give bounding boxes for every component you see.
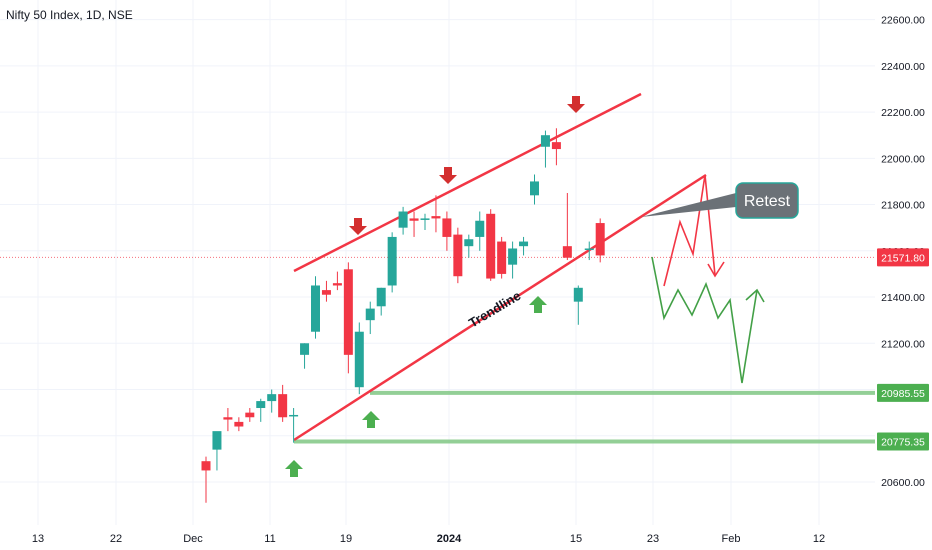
retest-callout-box bbox=[735, 182, 799, 219]
support-price-label-box bbox=[877, 383, 929, 402]
candle-body-up bbox=[365, 308, 375, 321]
candle-body-up bbox=[354, 331, 364, 388]
candle-body-up bbox=[376, 287, 386, 307]
time-tick-label: 12 bbox=[813, 533, 825, 545]
down-arrow-icon bbox=[439, 167, 457, 184]
candle-body-up bbox=[256, 401, 266, 409]
candle-body-up bbox=[267, 394, 277, 402]
up-arrow-icon bbox=[285, 460, 303, 477]
up-arrow-icon bbox=[362, 411, 380, 428]
price-tick-label: 20600.00 bbox=[881, 477, 925, 489]
candle-body-up bbox=[519, 241, 529, 247]
candle-body-up bbox=[540, 135, 550, 147]
time-tick-label: 15 bbox=[570, 533, 582, 545]
down-arrow-icon bbox=[567, 96, 585, 113]
candle-body-up bbox=[420, 218, 430, 220]
candle-body-up bbox=[573, 287, 583, 302]
price-axis[interactable]: 22600.00 22400.00 22200.00 22000.00 21800.00… bbox=[877, 15, 929, 489]
candle-body-up bbox=[387, 236, 397, 286]
down-arrow-icon bbox=[349, 218, 367, 235]
drawings-back bbox=[0, 92, 875, 444]
time-tick-label: 23 bbox=[647, 533, 659, 545]
candle-body-down bbox=[278, 394, 288, 418]
candle-body-up bbox=[508, 248, 518, 265]
candle-body-down bbox=[431, 216, 441, 219]
chart-title: Nifty 50 Index, 1D, NSE bbox=[6, 8, 133, 22]
candle-body-up bbox=[300, 343, 310, 355]
candle-body-up bbox=[475, 220, 485, 237]
support-price-label-box bbox=[877, 432, 929, 451]
projection-green-arrowhead bbox=[745, 288, 765, 303]
candle-body-up bbox=[212, 431, 222, 450]
candle-body-down bbox=[245, 412, 255, 418]
candle-body-up bbox=[311, 285, 320, 332]
candle-body-down bbox=[223, 417, 233, 420]
price-tick-label: 21400.00 bbox=[881, 292, 925, 304]
time-tick-label: Dec bbox=[183, 533, 203, 545]
candle-body-down bbox=[497, 241, 507, 274]
time-tick-label: Feb bbox=[722, 533, 741, 545]
retest-callout-pointer bbox=[641, 193, 736, 217]
candle-body-down bbox=[332, 283, 342, 286]
candle-body-down bbox=[409, 218, 419, 221]
candle-body-down bbox=[486, 213, 496, 279]
candle-body-up bbox=[530, 181, 539, 196]
projection-green-path bbox=[651, 256, 758, 384]
price-tick-label: 22600.00 bbox=[881, 15, 925, 27]
projection-red-arrowhead bbox=[707, 261, 725, 278]
price-tick-label: 22200.00 bbox=[881, 107, 925, 119]
candle-body-down bbox=[595, 223, 605, 256]
retest-callout-label: Retest bbox=[744, 193, 791, 210]
time-tick-label: 2024 bbox=[437, 533, 462, 545]
candle-body-down bbox=[234, 421, 244, 427]
support-price-label: 20985.55 bbox=[881, 388, 925, 400]
time-axis[interactable]: 13 22 Dec 11 19 2024 15 23 Feb 12 bbox=[32, 533, 825, 545]
candle-body-down bbox=[343, 269, 353, 355]
candle-body-down bbox=[201, 461, 211, 471]
candle-body-down bbox=[551, 142, 561, 150]
price-tick-label: 21200.00 bbox=[881, 338, 925, 350]
time-tick-label: 13 bbox=[32, 533, 44, 545]
time-tick-label: 11 bbox=[264, 533, 275, 545]
candle-body-up bbox=[398, 211, 408, 228]
candle-body-down bbox=[562, 246, 572, 258]
time-tick-label: 19 bbox=[340, 533, 352, 545]
channel-lower-trendline bbox=[293, 173, 707, 442]
candles bbox=[201, 128, 605, 503]
last-price-label-box bbox=[877, 248, 929, 267]
up-arrow-icon bbox=[529, 296, 547, 313]
candle-body-up bbox=[584, 248, 594, 250]
candle-body-down bbox=[453, 234, 463, 277]
grid bbox=[0, 0, 875, 525]
candle-body-down bbox=[321, 290, 331, 295]
channel-upper-line bbox=[293, 92, 642, 273]
candle-body-up bbox=[289, 414, 299, 417]
price-tick-label: 21800.00 bbox=[881, 200, 925, 212]
candle-body-down bbox=[442, 218, 452, 237]
time-tick-label: 22 bbox=[110, 533, 122, 545]
candle-body-up bbox=[464, 239, 474, 247]
support-price-label: 20775.35 bbox=[881, 436, 925, 448]
last-price-label: 21571.80 bbox=[881, 252, 925, 264]
price-tick-label: 22000.00 bbox=[881, 153, 925, 165]
price-tick-label: 22400.00 bbox=[881, 61, 925, 73]
